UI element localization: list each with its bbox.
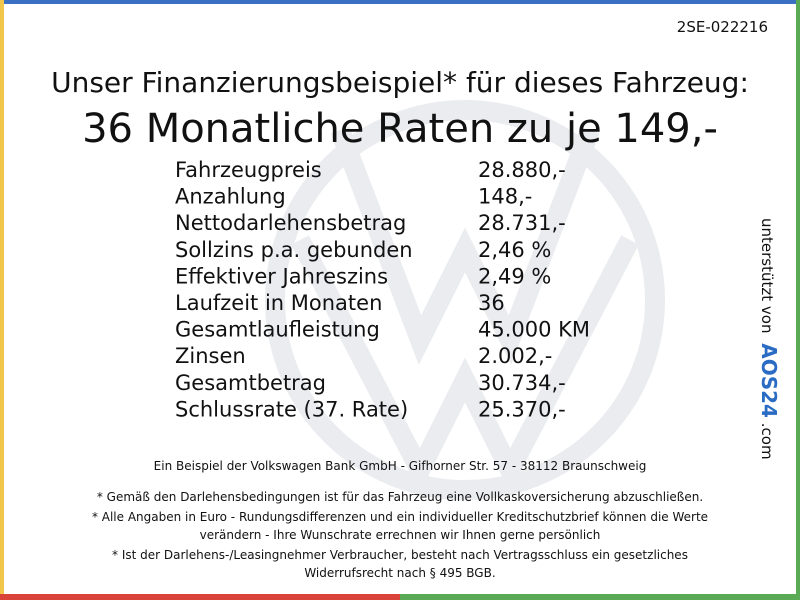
row-value: 25.370,- <box>478 397 566 421</box>
row-value: 2.002,- <box>478 344 552 368</box>
watermark <box>265 100 665 500</box>
footnote: * Ist der Darlehens-/Leasingnehmer Verbr… <box>112 548 688 562</box>
border-top <box>0 0 800 4</box>
row-label: Laufzeit in Monaten <box>175 291 382 315</box>
border-bottom <box>400 594 800 600</box>
row-label: Gesamtlaufleistung <box>175 318 380 342</box>
footnote: Widerrufsrecht nach § 495 BGB. <box>304 566 495 580</box>
row-label: Zinsen <box>175 344 246 368</box>
side-text: unterstützt von <box>758 218 776 333</box>
border-right <box>796 0 800 600</box>
row-label: Anzahlung <box>175 185 286 209</box>
row-value: 2,46 % <box>478 238 551 262</box>
footnote: * Gemäß den Darlehensbedingungen ist für… <box>97 490 703 504</box>
row-label: Gesamtbetrag <box>175 371 326 395</box>
border-bottom <box>0 594 400 600</box>
row-value: 36 <box>478 291 505 315</box>
code: 2SE-022216 <box>677 18 768 36</box>
side-suffix: .com <box>758 423 776 460</box>
row-value: 2,49 % <box>478 264 551 288</box>
footnote: * Alle Angaben in Euro - Rundungsdiffere… <box>92 510 708 524</box>
headline: 36 Monatliche Raten zu je 149,- <box>82 106 718 152</box>
row-label: Schlussrate (37. Rate) <box>175 397 408 421</box>
side-logo: AOS24 <box>757 343 781 418</box>
row-label: Effektiver Jahreszins <box>175 264 388 288</box>
row-label: Nettodarlehensbetrag <box>175 211 406 235</box>
row-value: 45.000 KM <box>478 318 590 342</box>
row-label: Fahrzeugpreis <box>175 158 322 182</box>
side-credit: unterstützt von AOS24 .com <box>757 218 781 460</box>
row-value: 30.734,- <box>478 371 566 395</box>
row-label: Sollzins p.a. gebunden <box>175 238 413 262</box>
title: Unser Finanzierungsbeispiel* für dieses … <box>51 66 749 99</box>
row-value: 148,- <box>478 185 532 209</box>
border-left <box>0 0 4 600</box>
footnote: verändern - Ihre Wunschrate errechnen wi… <box>200 528 601 542</box>
row-value: 28.880,- <box>478 158 566 182</box>
row-value: 28.731,- <box>478 211 566 235</box>
bank-info: Ein Beispiel der Volkswagen Bank GmbH - … <box>154 459 647 473</box>
